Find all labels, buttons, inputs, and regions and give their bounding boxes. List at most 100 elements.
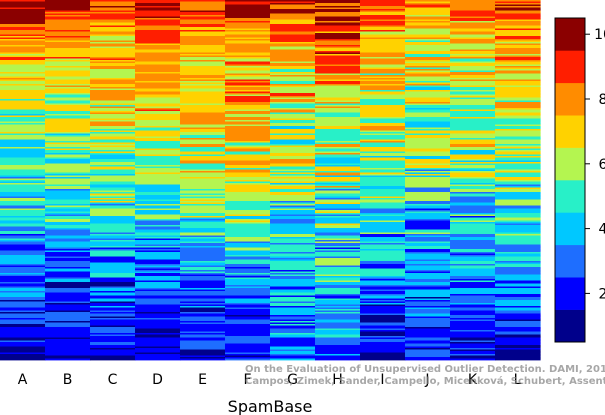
heatmap-cell bbox=[225, 249, 271, 251]
heatmap-cell bbox=[225, 291, 271, 293]
heatmap-cell bbox=[405, 231, 451, 233]
heatmap-cell bbox=[315, 261, 361, 263]
heatmap-cell bbox=[450, 75, 496, 77]
heatmap-cell bbox=[450, 238, 496, 241]
heatmap-cell bbox=[45, 270, 91, 272]
heatmap-cell bbox=[360, 336, 406, 338]
heatmap-cell bbox=[180, 187, 226, 190]
heatmap-cell bbox=[0, 82, 46, 85]
heatmap-cell bbox=[450, 292, 496, 295]
heatmap-cell bbox=[90, 249, 136, 251]
heatmap-cell bbox=[180, 133, 226, 136]
heatmap-cell bbox=[225, 141, 271, 143]
heatmap-cell bbox=[315, 85, 361, 88]
heatmap-cell bbox=[270, 18, 316, 20]
heatmap-cell bbox=[0, 291, 46, 293]
heatmap-cell bbox=[270, 165, 316, 167]
heatmap-cell bbox=[450, 144, 496, 146]
heatmap-cell bbox=[270, 289, 316, 292]
heatmap-cell bbox=[135, 151, 181, 154]
heatmap-cell bbox=[135, 69, 181, 71]
heatmap-cell bbox=[135, 81, 181, 83]
colorbar-swatch bbox=[555, 50, 585, 84]
heatmap-cell bbox=[495, 69, 541, 71]
heatmap-cell bbox=[495, 96, 541, 98]
heatmap-cell bbox=[0, 279, 46, 281]
heatmap-cell bbox=[270, 160, 316, 163]
heatmap-cell bbox=[405, 42, 451, 44]
heatmap-cell bbox=[0, 228, 46, 230]
heatmap-cell bbox=[495, 151, 541, 154]
heatmap-cell bbox=[360, 97, 406, 100]
heatmap-cell bbox=[180, 321, 226, 323]
heatmap-cell bbox=[270, 288, 316, 290]
heatmap-cell bbox=[495, 156, 541, 158]
heatmap-cell bbox=[360, 265, 406, 268]
heatmap-cell bbox=[135, 270, 181, 272]
heatmap-cell bbox=[45, 232, 91, 235]
heatmap-cell bbox=[45, 55, 91, 58]
heatmap-cell bbox=[225, 121, 271, 124]
heatmap-cell bbox=[0, 159, 46, 161]
heatmap-cell bbox=[0, 64, 46, 67]
heatmap-cell bbox=[495, 133, 541, 136]
heatmap-cell bbox=[0, 313, 46, 316]
heatmap-cell bbox=[315, 27, 361, 29]
heatmap-cell bbox=[405, 147, 451, 149]
heatmap-cell bbox=[495, 225, 541, 227]
heatmap-cell bbox=[360, 342, 406, 344]
heatmap-cell bbox=[270, 246, 316, 248]
heatmap-cell bbox=[90, 163, 136, 166]
heatmap-cell bbox=[180, 319, 226, 322]
heatmap-cell bbox=[450, 103, 496, 106]
heatmap-cell bbox=[90, 84, 136, 86]
heatmap-cell bbox=[495, 102, 541, 104]
heatmap-cell bbox=[270, 345, 316, 347]
heatmap-cell bbox=[135, 304, 181, 307]
heatmap-cell bbox=[270, 91, 316, 94]
heatmap-cell bbox=[495, 238, 541, 241]
heatmap-cell bbox=[225, 39, 271, 41]
heatmap-cell bbox=[360, 316, 406, 319]
heatmap-cell bbox=[495, 208, 541, 211]
heatmap-cell bbox=[45, 358, 91, 361]
heatmap-cell bbox=[0, 208, 46, 211]
heatmap-cell bbox=[45, 153, 91, 155]
heatmap-cell bbox=[135, 208, 181, 211]
heatmap-cell bbox=[180, 67, 226, 70]
heatmap-cell bbox=[450, 246, 496, 248]
heatmap-cell bbox=[450, 331, 496, 334]
heatmap-cell bbox=[180, 88, 226, 91]
heatmap-cell bbox=[270, 78, 316, 80]
heatmap-cell bbox=[495, 280, 541, 283]
heatmap-cell bbox=[360, 103, 406, 106]
heatmap-cell bbox=[135, 73, 181, 76]
heatmap-cell bbox=[270, 171, 316, 173]
heatmap-cell bbox=[0, 351, 46, 353]
heatmap-cell bbox=[360, 100, 406, 103]
heatmap-cell bbox=[180, 160, 226, 163]
heatmap-cell bbox=[90, 82, 136, 85]
heatmap-cell bbox=[45, 264, 91, 266]
heatmap-cell bbox=[270, 303, 316, 305]
heatmap-cell bbox=[135, 19, 181, 22]
heatmap-cell bbox=[450, 30, 496, 32]
heatmap-cell bbox=[225, 118, 271, 121]
heatmap-cell bbox=[360, 310, 406, 313]
heatmap-cell bbox=[405, 312, 451, 314]
heatmap-cell bbox=[135, 201, 181, 203]
heatmap-cell bbox=[0, 310, 46, 313]
heatmap-cell bbox=[0, 280, 46, 283]
heatmap-cell bbox=[495, 264, 541, 266]
heatmap-cell bbox=[450, 21, 496, 23]
heatmap-cell bbox=[45, 108, 91, 110]
heatmap-cell bbox=[135, 0, 181, 2]
heatmap-cell bbox=[45, 252, 91, 254]
heatmap-cell bbox=[135, 60, 181, 62]
heatmap-cell bbox=[135, 141, 181, 143]
heatmap-cell bbox=[450, 214, 496, 217]
heatmap-cell bbox=[495, 169, 541, 172]
heatmap-cell bbox=[45, 193, 91, 196]
heatmap-cell bbox=[495, 313, 541, 316]
heatmap-cell bbox=[495, 28, 541, 31]
